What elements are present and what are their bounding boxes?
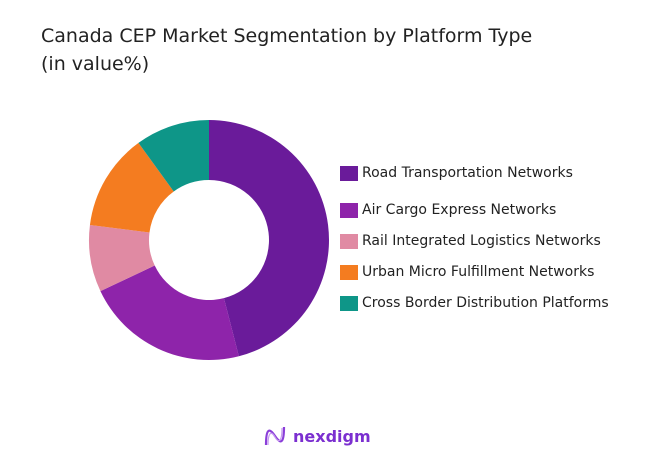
donut-slice-2 [100,265,239,361]
legend-swatch [340,233,358,249]
legend-item: Cross Border Distribution Platforms [340,293,609,313]
donut-slice-3 [89,224,155,292]
legend-label: Air Cargo Express Networks [362,202,557,218]
donut-slice-5 [138,120,209,192]
chart-subtitle: (in value%) [41,53,150,75]
legend-label: Rail Integrated Logistics Networks [362,233,601,249]
nexdigm-logo-icon [264,426,286,446]
legend-swatch [340,295,358,311]
donut-slice-1 [209,120,330,357]
legend-swatch [340,264,358,280]
legend-item: Air Cargo Express Networks [340,200,556,220]
legend-item: Road Transportation Networks [340,163,573,183]
legend-swatch [340,165,358,181]
legend-item: Urban Micro Fulfillment Networks [340,262,594,282]
donut-slice-4 [89,142,174,233]
nexdigm-logo: nexdigm [263,425,371,447]
chart-title-main: Canada CEP Market Segmentation by Platfo… [41,25,533,47]
logo-text: nexdigm [293,426,371,446]
legend-swatch [340,202,358,218]
legend-label: Road Transportation Networks [362,165,573,181]
chart-title: Canada CEP Market Segmentation by Platfo… [41,22,601,78]
legend-label: Urban Micro Fulfillment Networks [362,264,595,280]
legend-label: Cross Border Distribution Platforms [362,295,609,311]
legend-item: Rail Integrated Logistics Networks [340,231,601,251]
